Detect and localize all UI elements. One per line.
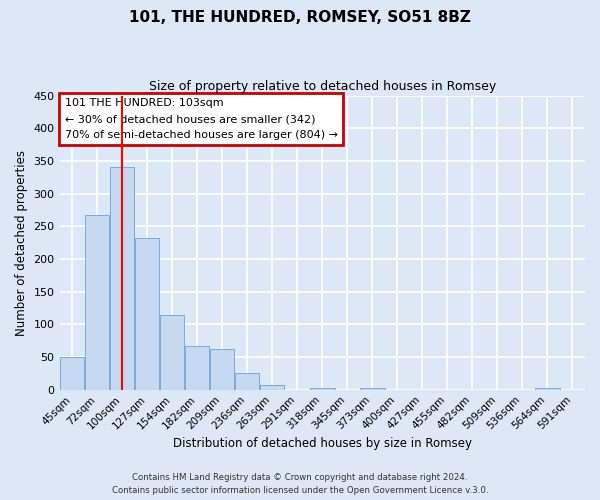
Bar [160, 315, 184, 390]
Bar [235, 374, 259, 390]
Text: 101, THE HUNDRED, ROMSEY, SO51 8BZ: 101, THE HUNDRED, ROMSEY, SO51 8BZ [129, 10, 471, 25]
Bar [360, 388, 385, 390]
Y-axis label: Number of detached properties: Number of detached properties [15, 150, 28, 336]
Title: Size of property relative to detached houses in Romsey: Size of property relative to detached ho… [149, 80, 496, 93]
Text: 101 THE HUNDRED: 103sqm
← 30% of detached houses are smaller (342)
70% of semi-d: 101 THE HUNDRED: 103sqm ← 30% of detache… [65, 98, 338, 140]
Bar [60, 357, 85, 390]
Bar [110, 168, 134, 390]
Bar [185, 346, 209, 390]
Bar [535, 388, 560, 390]
Bar [260, 385, 284, 390]
X-axis label: Distribution of detached houses by size in Romsey: Distribution of detached houses by size … [173, 437, 472, 450]
Bar [85, 215, 109, 390]
Text: Contains HM Land Registry data © Crown copyright and database right 2024.
Contai: Contains HM Land Registry data © Crown c… [112, 473, 488, 495]
Bar [210, 349, 235, 390]
Bar [135, 238, 160, 390]
Bar [310, 388, 335, 390]
